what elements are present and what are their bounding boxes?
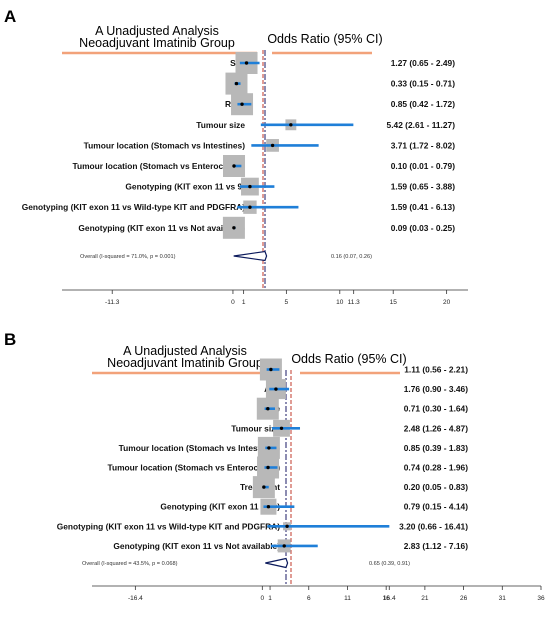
panel-b-row-value: 2.48 (1.26 - 4.87) (404, 423, 468, 433)
panel-a-tick-label: 0 (231, 299, 235, 306)
panel-a-title-line1: A Unadjusted Analysis (95, 24, 219, 38)
panel-a-row-value: 1.27 (0.65 - 2.49) (391, 58, 455, 68)
panel-b-tick-label: -16.4 (128, 595, 143, 602)
panel-a-row-value: 0.09 (0.03 - 0.25) (391, 223, 455, 233)
panel-a-row-value: 0.33 (0.15 - 0.71) (391, 79, 455, 89)
panel-a-row-value: 1.59 (0.41 - 6.13) (391, 202, 455, 212)
panel-a-row-value: 0.10 (0.01 - 0.79) (391, 161, 455, 171)
panel-b-row-label: Genotyping (KIT exon 11 vs Not available… (113, 541, 280, 551)
panel-b-overall-diamond (265, 557, 289, 569)
panel-a-tick-label: 20 (443, 299, 451, 306)
panel-a-tick-label: -11.3 (105, 299, 120, 306)
panel-a-row-value: 1.59 (0.65 - 3.88) (391, 182, 455, 192)
panel-b-row-value: 3.20 (0.66 - 16.41) (399, 521, 468, 531)
panel-b-point-estimate (262, 485, 266, 489)
panel-b-point-estimate (266, 505, 271, 509)
panel-b-tick-label: 21 (421, 595, 429, 602)
panel-a-tick-label: 5 (285, 299, 289, 306)
panel-b-tick-label: 16.4 (383, 595, 396, 602)
panel-a-tick-label: 15 (390, 299, 398, 306)
panel-a-row-label: Genotyping (KIT exon 11 vs Wild-type KIT… (22, 202, 245, 212)
panel-a-point-estimate (240, 102, 244, 106)
panel-a-title-line2: Neoadjuvant Imatinib Group (79, 36, 235, 50)
panel-b-title-line2: Neoadjuvant Imatinib Group (107, 356, 263, 370)
panel-b-point-estimate (285, 524, 289, 528)
panel-b-point-estimate (282, 544, 286, 548)
panel-b: B A Unadjusted Analysis Neoadjuvant Imat… (4, 330, 545, 602)
panel-b-row-value: 1.11 (0.56 - 2.21) (404, 365, 468, 375)
panel-b-row-label: Tumour location (Stomach vs Intestines) (119, 443, 281, 453)
panel-a-ratio-header: Odds Ratio (95% CI) (267, 32, 382, 46)
panel-a-row-value: 5.42 (2.61 - 11.27) (387, 120, 456, 130)
panel-a-point-estimate (248, 184, 252, 189)
panel-b-point-estimate (266, 407, 270, 411)
panel-a-point-estimate (232, 226, 236, 230)
panel-a-row-label: Tumour size (196, 120, 245, 130)
panel-b-ratio-header: Odds Ratio (95% CI) (291, 352, 406, 366)
panel-a-point-estimate (289, 123, 293, 127)
panel-a-row-label: Tumour location (Stomach vs Intestines) (84, 140, 246, 150)
panel-a-tick-label: 1 (242, 299, 246, 306)
panel-b-row-value: 0.74 (0.28 - 1.96) (404, 463, 468, 473)
panel-b-row-label: Genotyping (KIT exon 11 vs 9) (160, 502, 280, 512)
panel-a-point-estimate (234, 81, 239, 86)
panel-a-letter: A (4, 7, 16, 26)
panel-a-row-label: Tumour location (Stomach vs Enterocoelia… (73, 161, 246, 171)
panel-b-overall-label: Overall (I-squared = 43.5%, p = 0.068) (82, 561, 178, 567)
panel-b-tick-label: 26 (460, 595, 468, 602)
panel-b-tick-label: 11 (344, 595, 351, 602)
panel-b-point-estimate (267, 446, 271, 450)
panel-b-tick-label: 36 (537, 595, 545, 602)
panel-b-point-estimate (269, 367, 273, 372)
panel-a-overall-value: 0.16 (0.07, 0.26) (331, 254, 372, 260)
panel-b-tick-label: 16 (383, 595, 391, 602)
panel-b-title-line1: A Unadjusted Analysis (123, 344, 247, 358)
panel-a-row-value: 3.71 (1.72 - 8.02) (391, 140, 455, 150)
panel-b-row-label: Genotyping (KIT exon 11 vs Wild-type KIT… (57, 521, 280, 531)
panel-b-row-value: 0.85 (0.39 - 1.83) (404, 443, 468, 453)
panel-a-tick-label: 11.3 (348, 299, 361, 306)
panel-a-point-estimate (270, 143, 275, 148)
panel-a: A A Unadjusted Analysis Neoadjuvant Imat… (4, 7, 468, 306)
panel-b-row-value: 1.76 (0.90 - 3.46) (404, 384, 468, 394)
panel-b-letter: B (4, 330, 16, 349)
panel-b-row-label: Tumour location (Stomach vs Enterocoelia… (108, 463, 281, 473)
panel-b-tick-label: 1 (268, 595, 272, 602)
panel-a-point-estimate (244, 61, 249, 65)
panel-b-tick-label: 31 (499, 595, 507, 602)
panel-b-point-estimate (279, 426, 284, 430)
panel-b-point-estimate (274, 387, 278, 391)
panel-b-row-value: 0.71 (0.30 - 1.64) (404, 404, 468, 414)
panel-b-overall-value: 0.65 (0.39, 0.91) (369, 561, 410, 567)
panel-a-overall-diamond (233, 250, 268, 262)
panel-b-tick-label: 6 (307, 595, 311, 602)
panel-b-row-value: 0.79 (0.15 - 4.14) (404, 502, 468, 512)
panel-b-row-value: 2.83 (1.12 - 7.16) (404, 541, 468, 551)
panel-b-row-value: 0.20 (0.05 - 0.83) (404, 482, 468, 492)
panel-a-row-value: 0.85 (0.42 - 1.72) (391, 99, 455, 109)
panel-a-row-label: Genotyping (KIT exon 11 vs Not available… (78, 223, 245, 233)
panel-b-tick-label: 0 (260, 595, 264, 602)
panel-b-row-label: Tumour size (231, 423, 280, 433)
panel-b-point-estimate (266, 465, 270, 470)
panel-a-point-estimate (232, 164, 236, 168)
panel-a-point-estimate (248, 205, 252, 209)
panel-a-tick-label: 10 (336, 299, 344, 306)
panel-a-overall-label: Overall (I-squared = 71.0%, p = 0.001) (80, 254, 176, 260)
panel-a-row-label: Genotyping (KIT exon 11 vs 9) (125, 182, 245, 192)
